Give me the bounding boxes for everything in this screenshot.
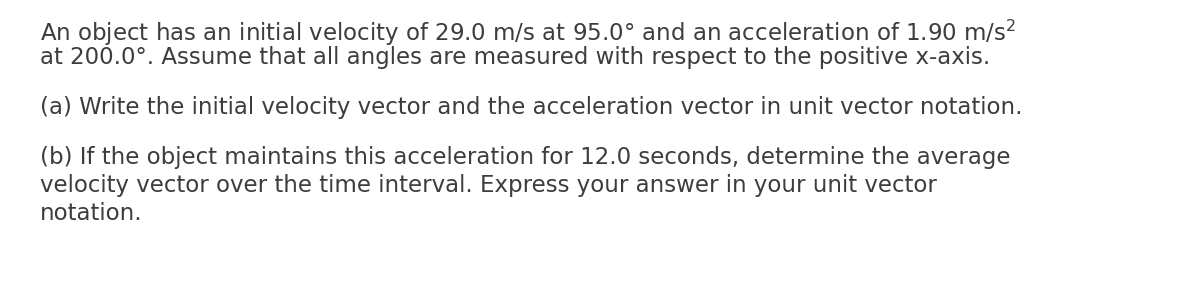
Text: at 200.0°. Assume that all angles are measured with respect to the positive x-ax: at 200.0°. Assume that all angles are me… [40, 46, 990, 69]
Text: An object has an initial velocity of 29.0 m/s at 95.0° and an acceleration of 1.: An object has an initial velocity of 29.… [40, 18, 1016, 48]
Text: (b) If the object maintains this acceleration for 12.0 seconds, determine the av: (b) If the object maintains this acceler… [40, 146, 1010, 169]
Text: velocity vector over the time interval. Express your answer in your unit vector: velocity vector over the time interval. … [40, 174, 937, 197]
Text: (a) Write the initial velocity vector and the acceleration vector in unit vector: (a) Write the initial velocity vector an… [40, 96, 1022, 119]
Text: notation.: notation. [40, 202, 143, 225]
